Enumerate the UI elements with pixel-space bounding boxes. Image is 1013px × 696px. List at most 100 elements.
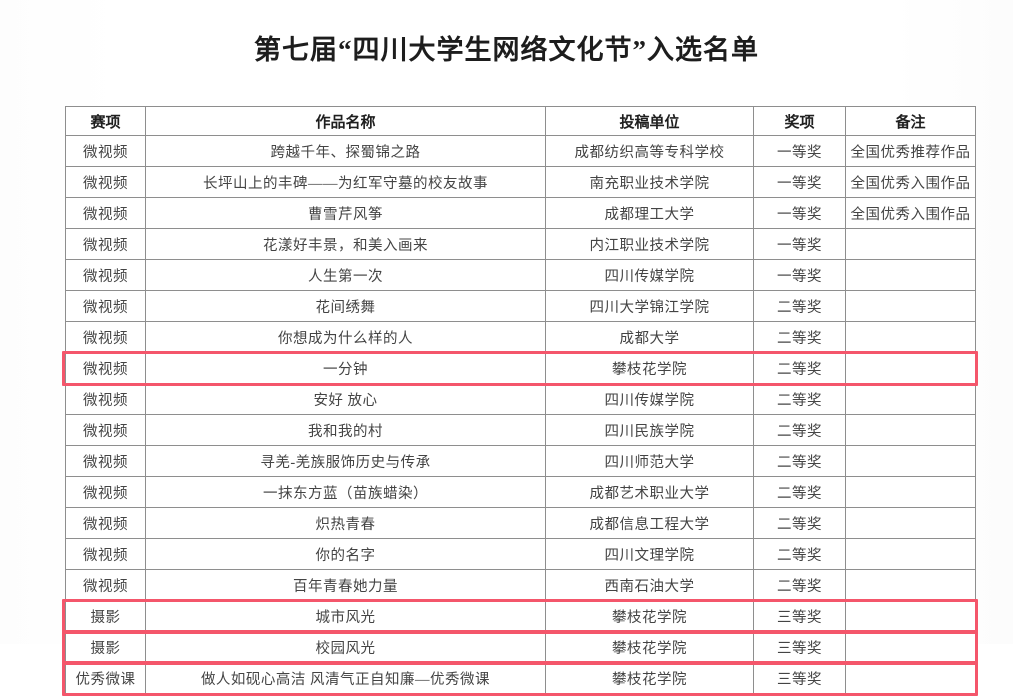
table-body: 微视频 跨越千年、探蜀锦之路 成都纺织高等专科学校 一等奖 全国优秀推荐作品 微视频 长坪山… xyxy=(65,135,976,694)
cell-unit: 内江职业技术学院 xyxy=(545,228,754,260)
cell-event: 微视频 xyxy=(65,197,146,229)
cell-event: 微视频 xyxy=(65,414,146,446)
cell-award: 三等奖 xyxy=(753,631,846,663)
table-row: 微视频 百年青春她力量 西南石油大学 二等奖 xyxy=(65,569,976,601)
cell-remark xyxy=(845,228,976,260)
cell-award: 二等奖 xyxy=(753,476,846,508)
cell-remark xyxy=(845,538,976,570)
cell-work: 城市风光 xyxy=(145,600,546,632)
column-header-remark: 备注 xyxy=(845,106,976,136)
table-row: 摄影 校园风光 攀枝花学院 三等奖 xyxy=(65,631,976,663)
cell-event: 微视频 xyxy=(65,445,146,477)
cell-award: 一等奖 xyxy=(753,135,846,167)
cell-remark: 全国优秀入围作品 xyxy=(845,166,976,198)
table-row: 微视频 你的名字 四川文理学院 二等奖 xyxy=(65,538,976,570)
cell-unit: 四川传媒学院 xyxy=(545,259,754,291)
cell-work: 花漾好丰景，和美入画来 xyxy=(145,228,546,260)
cell-remark xyxy=(845,476,976,508)
cell-unit: 四川师范大学 xyxy=(545,445,754,477)
cell-event: 优秀微课 xyxy=(65,662,146,694)
table-row: 优秀微课 做人如砚心高洁 风清气正自知廉—优秀微课 攀枝花学院 三等奖 xyxy=(65,662,976,694)
cell-remark xyxy=(845,383,976,415)
table-row: 微视频 寻羌-羌族服饰历史与传承 四川师范大学 二等奖 xyxy=(65,445,976,477)
cell-remark xyxy=(845,290,976,322)
cell-work: 你想成为什么样的人 xyxy=(145,321,546,353)
cell-event: 摄影 xyxy=(65,631,146,663)
cell-event: 微视频 xyxy=(65,569,146,601)
cell-unit: 成都理工大学 xyxy=(545,197,754,229)
cell-unit: 四川大学锦江学院 xyxy=(545,290,754,322)
table-row: 微视频 跨越千年、探蜀锦之路 成都纺织高等专科学校 一等奖 全国优秀推荐作品 xyxy=(65,135,976,167)
column-header-event: 赛项 xyxy=(65,106,146,136)
cell-award: 二等奖 xyxy=(753,414,846,446)
table-header-row: 赛项 作品名称 投稿单位 奖项 备注 xyxy=(65,106,976,136)
cell-work: 一抹东方蓝（苗族蜡染） xyxy=(145,476,546,508)
cell-unit: 攀枝花学院 xyxy=(545,352,754,384)
cell-work: 人生第一次 xyxy=(145,259,546,291)
cell-unit: 成都纺织高等专科学校 xyxy=(545,135,754,167)
cell-work: 一分钟 xyxy=(145,352,546,384)
cell-event: 微视频 xyxy=(65,228,146,260)
table-row: 微视频 花漾好丰景，和美入画来 内江职业技术学院 一等奖 xyxy=(65,228,976,260)
cell-remark: 全国优秀入围作品 xyxy=(845,197,976,229)
cell-event: 微视频 xyxy=(65,507,146,539)
cell-unit: 西南石油大学 xyxy=(545,569,754,601)
table-row: 微视频 花间绣舞 四川大学锦江学院 二等奖 xyxy=(65,290,976,322)
cell-remark xyxy=(845,569,976,601)
cell-remark xyxy=(845,414,976,446)
cell-work: 长坪山上的丰碑——为红军守墓的校友故事 xyxy=(145,166,546,198)
cell-unit: 四川民族学院 xyxy=(545,414,754,446)
cell-unit: 攀枝花学院 xyxy=(545,662,754,694)
cell-unit: 四川传媒学院 xyxy=(545,383,754,415)
cell-unit: 南充职业技术学院 xyxy=(545,166,754,198)
cell-remark: 全国优秀推荐作品 xyxy=(845,135,976,167)
table-row: 微视频 安好 放心 四川传媒学院 二等奖 xyxy=(65,383,976,415)
cell-award: 二等奖 xyxy=(753,445,846,477)
cell-award: 一等奖 xyxy=(753,259,846,291)
cell-remark xyxy=(845,259,976,291)
cell-remark xyxy=(845,662,976,694)
cell-event: 微视频 xyxy=(65,135,146,167)
cell-unit: 成都艺术职业大学 xyxy=(545,476,754,508)
cell-work: 安好 放心 xyxy=(145,383,546,415)
cell-event: 微视频 xyxy=(65,166,146,198)
cell-work: 校园风光 xyxy=(145,631,546,663)
table-row: 微视频 曹雪芹风筝 成都理工大学 一等奖 全国优秀入围作品 xyxy=(65,197,976,229)
listing-table: 赛项 作品名称 投稿单位 奖项 备注 微视频 跨越千年、探蜀锦之路 成都纺织高等专科… xyxy=(65,106,976,694)
cell-work: 跨越千年、探蜀锦之路 xyxy=(145,135,546,167)
cell-award: 二等奖 xyxy=(753,352,846,384)
column-header-work: 作品名称 xyxy=(145,106,546,136)
cell-work: 百年青春她力量 xyxy=(145,569,546,601)
cell-award: 三等奖 xyxy=(753,662,846,694)
cell-event: 微视频 xyxy=(65,290,146,322)
cell-award: 二等奖 xyxy=(753,538,846,570)
cell-unit: 成都信息工程大学 xyxy=(545,507,754,539)
cell-work: 曹雪芹风筝 xyxy=(145,197,546,229)
table-row: 微视频 你想成为什么样的人 成都大学 二等奖 xyxy=(65,321,976,353)
column-header-unit: 投稿单位 xyxy=(545,106,754,136)
cell-remark xyxy=(845,321,976,353)
cell-award: 二等奖 xyxy=(753,383,846,415)
table-row: 微视频 炽热青春 成都信息工程大学 二等奖 xyxy=(65,507,976,539)
page-title: 第七届“四川大学生网络文化节”入选名单 xyxy=(254,35,759,65)
cell-unit: 攀枝花学院 xyxy=(545,600,754,632)
cell-remark xyxy=(845,445,976,477)
cell-event: 微视频 xyxy=(65,538,146,570)
cell-work: 炽热青春 xyxy=(145,507,546,539)
cell-award: 三等奖 xyxy=(753,600,846,632)
cell-award: 二等奖 xyxy=(753,290,846,322)
cell-award: 一等奖 xyxy=(753,197,846,229)
cell-work: 寻羌-羌族服饰历史与传承 xyxy=(145,445,546,477)
cell-award: 一等奖 xyxy=(753,166,846,198)
cell-remark xyxy=(845,631,976,663)
cell-award: 一等奖 xyxy=(753,228,846,260)
cell-event: 微视频 xyxy=(65,383,146,415)
table-header: 赛项 作品名称 投稿单位 奖项 备注 xyxy=(65,106,976,136)
table-row: 微视频 一分钟 攀枝花学院 二等奖 xyxy=(65,352,976,384)
cell-event: 微视频 xyxy=(65,259,146,291)
cell-award: 二等奖 xyxy=(753,507,846,539)
cell-work: 做人如砚心高洁 风清气正自知廉—优秀微课 xyxy=(145,662,546,694)
cell-unit: 成都大学 xyxy=(545,321,754,353)
table-row: 摄影 城市风光 攀枝花学院 三等奖 xyxy=(65,600,976,632)
cell-event: 摄影 xyxy=(65,600,146,632)
